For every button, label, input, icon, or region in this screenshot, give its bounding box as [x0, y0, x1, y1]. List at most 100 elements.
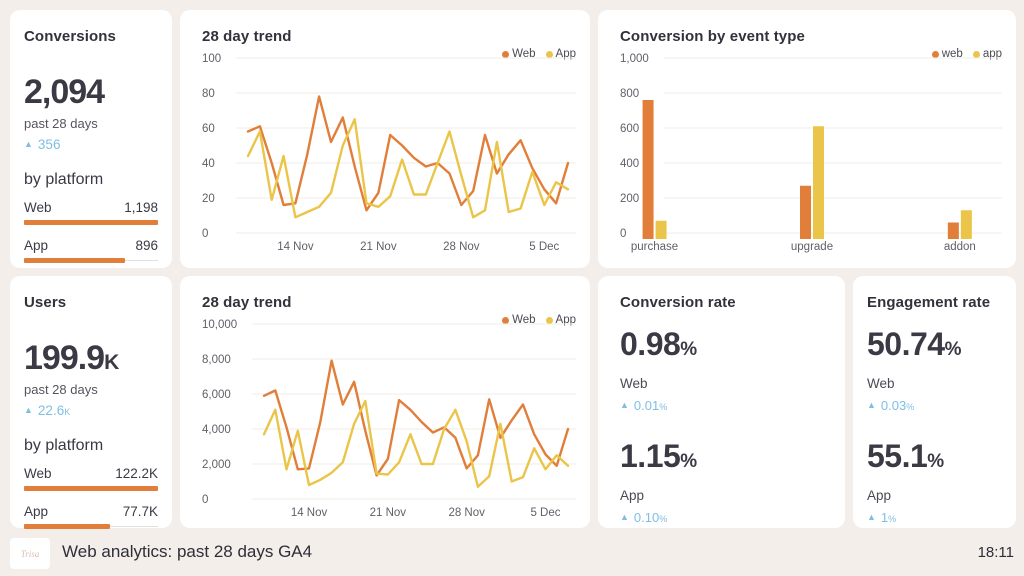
delta-value: 22.6	[37, 403, 65, 418]
card-title: Conversions	[24, 28, 116, 45]
svg-text:28 Nov: 28 Nov	[443, 241, 480, 253]
svg-text:8,000: 8,000	[202, 354, 231, 366]
users-total: 199.9K	[24, 338, 119, 383]
conversions-trend-card: 28 day trend Web App 100 80 60 40 20 0 14 Nov 2…	[180, 10, 590, 268]
up-arrow-icon: ▲	[24, 139, 33, 149]
up-arrow-icon: ▲	[867, 512, 876, 522]
platform-breakdown: Web 1,198 App 896	[24, 200, 158, 276]
svg-text:0: 0	[202, 494, 208, 506]
web-series-dot-icon	[502, 316, 510, 324]
metric-value: 50.74%	[867, 324, 1006, 370]
delta-value: 0.10	[633, 510, 660, 525]
logo-text: Trisa	[20, 548, 40, 559]
platform-label: Web	[24, 200, 52, 215]
svg-text:0: 0	[620, 228, 626, 240]
platform-row-web: Web 1,198	[24, 200, 158, 215]
value-suffix: %	[944, 339, 962, 360]
chart-legend: web app	[931, 48, 1002, 60]
svg-text:14 Nov: 14 Nov	[277, 241, 314, 253]
event-type-card: Conversion by event type web app 1,000 80…	[598, 10, 1016, 268]
svg-text:10,000: 10,000	[202, 319, 237, 331]
metric-delta: ▲ 0.10%	[620, 510, 835, 525]
conversions-card: Conversions 2,094 past 28 days ▲ 356 by p…	[10, 10, 172, 268]
svg-text:100: 100	[202, 53, 221, 65]
value-number: 50.74	[867, 326, 945, 362]
delta-value: 1	[880, 510, 889, 525]
platform-row-web: Web 122.2K	[24, 466, 158, 481]
svg-text:800: 800	[620, 88, 639, 100]
by-platform-label: by platform	[24, 171, 104, 188]
platform-value: 1,198	[124, 200, 158, 215]
users-total-value: 199.9	[24, 339, 105, 377]
svg-text:5 Dec: 5 Dec	[529, 241, 559, 253]
value-suffix: %	[680, 451, 698, 472]
engagement-rate-web: 50.74% Web ▲ 0.03%	[867, 324, 1006, 413]
svg-text:6,000: 6,000	[202, 389, 231, 401]
conversion-rate-app: 1.15% App ▲ 0.10%	[620, 436, 835, 525]
svg-text:2,000: 2,000	[202, 459, 231, 471]
metric-value: 0.98%	[620, 324, 835, 370]
platform-bar-web	[24, 220, 158, 225]
conversion-rate-web: 0.98% Web ▲ 0.01%	[620, 324, 835, 413]
svg-text:upgrade: upgrade	[791, 241, 833, 253]
metric-label: Web	[620, 376, 648, 391]
users-total-suffix: K	[104, 351, 120, 374]
platform-value: 896	[135, 238, 158, 253]
bar-fill	[24, 258, 125, 263]
delta-suffix: %	[659, 402, 668, 412]
svg-text:0: 0	[202, 228, 208, 240]
value-suffix: %	[927, 451, 945, 472]
metric-delta: ▲ 1%	[867, 510, 1006, 525]
value-suffix: %	[680, 339, 698, 360]
legend-label: Web	[512, 314, 536, 326]
platform-label: App	[24, 504, 49, 519]
conversion-rate-card: Conversion rate 0.98% Web ▲ 0.01% 1.15% A…	[598, 276, 845, 528]
up-arrow-icon: ▲	[867, 400, 876, 410]
platform-breakdown: Web 122.2K App 77.7K	[24, 466, 158, 542]
svg-text:21 Nov: 21 Nov	[360, 241, 397, 253]
svg-text:addon: addon	[944, 241, 976, 253]
svg-text:80: 80	[202, 88, 215, 100]
metric-label: Web	[867, 376, 895, 391]
conversions-delta: ▲ 356	[24, 137, 60, 152]
platform-label: Web	[24, 466, 52, 481]
card-title: Engagement rate	[867, 294, 991, 311]
bar-fill	[24, 524, 110, 529]
legend-item-web: web	[931, 48, 963, 60]
metric-delta: ▲ 0.03%	[867, 398, 1006, 413]
platform-bar-app	[24, 258, 158, 263]
svg-text:21 Nov: 21 Nov	[370, 507, 407, 519]
delta-value: 0.03	[880, 398, 907, 413]
web-series-dot-icon	[502, 50, 510, 58]
web-series-dot-icon	[931, 50, 939, 58]
engagement-rate-card: Engagement rate 50.74% Web ▲ 0.03% 55.1% …	[853, 276, 1016, 528]
event-type-bar-chart: 1,000 800 600 400 200 0 purchase upgrade addon	[620, 46, 1004, 262]
svg-text:200: 200	[620, 193, 639, 205]
engagement-rate-app: 55.1% App ▲ 1%	[867, 436, 1006, 525]
legend-label: App	[555, 48, 576, 60]
period-label: past 28 days	[24, 382, 98, 397]
svg-text:14 Nov: 14 Nov	[291, 507, 328, 519]
chart-legend: Web App	[502, 48, 576, 60]
platform-value: 122.2K	[115, 466, 158, 481]
platform-value: 77.7K	[122, 504, 158, 519]
svg-text:4,000: 4,000	[202, 424, 231, 436]
svg-text:600: 600	[620, 123, 639, 135]
legend-item-web: Web	[502, 48, 536, 60]
legend-item-app: App	[545, 314, 576, 326]
delta-suffix: %	[888, 514, 897, 524]
up-arrow-icon: ▲	[620, 512, 629, 522]
card-title: 28 day trend	[202, 28, 292, 45]
platform-row-app: App 896	[24, 238, 158, 253]
app-series-dot-icon	[545, 316, 553, 324]
conversions-total: 2,094	[24, 72, 105, 112]
value-number: 1.15	[620, 438, 681, 474]
svg-text:40: 40	[202, 158, 215, 170]
clock: 18:11	[977, 544, 1014, 561]
chart-legend: Web App	[502, 314, 576, 326]
legend-label: Web	[512, 48, 536, 60]
dashboard-title: Web analytics: past 28 days GA4	[62, 542, 313, 561]
delta-value: 0.01	[633, 398, 660, 413]
legend-item-app: App	[545, 48, 576, 60]
card-title: Conversion rate	[620, 294, 736, 311]
